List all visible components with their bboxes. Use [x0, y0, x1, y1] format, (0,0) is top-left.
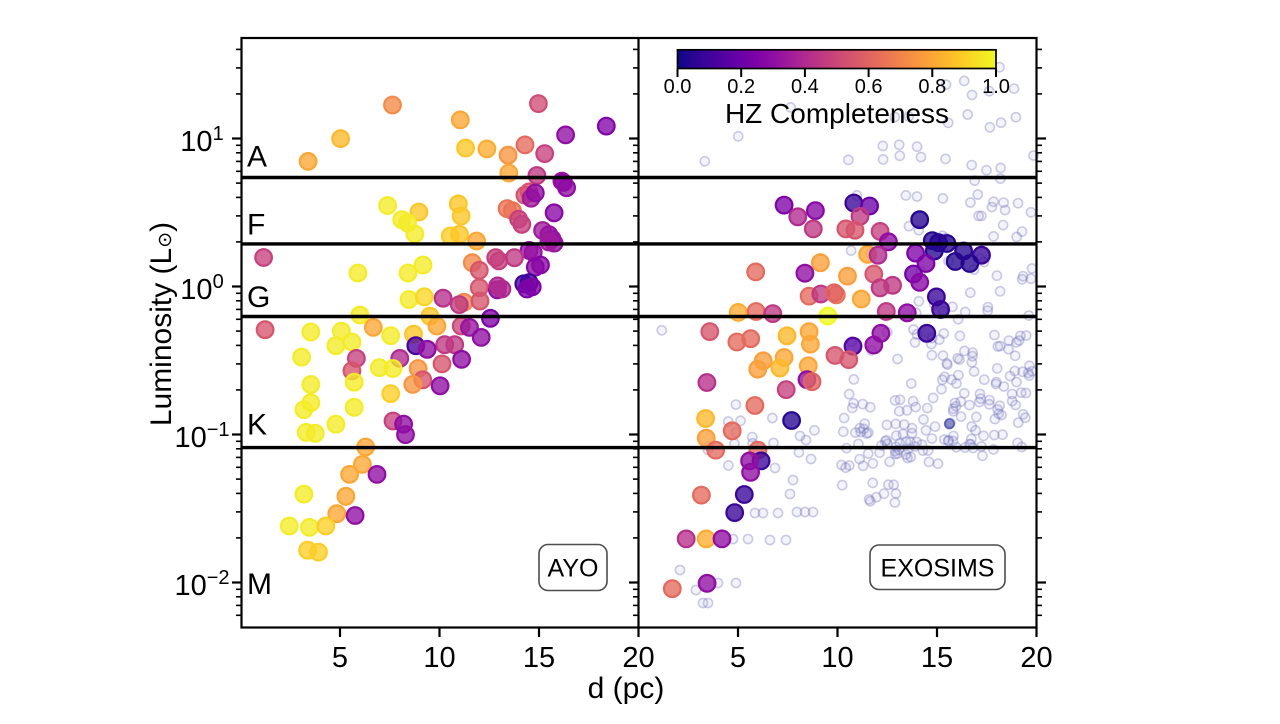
svg-text:HZ Completeness: HZ Completeness — [725, 98, 949, 129]
svg-text:G: G — [247, 281, 270, 314]
svg-text:AYO: AYO — [548, 555, 599, 583]
svg-text:0.4: 0.4 — [791, 76, 819, 98]
svg-text:20: 20 — [622, 642, 654, 674]
svg-text:EXOSIMS: EXOSIMS — [881, 555, 995, 583]
svg-text:15: 15 — [523, 642, 555, 674]
svg-text:5: 5 — [730, 642, 746, 674]
svg-text:1.0: 1.0 — [982, 76, 1010, 98]
svg-text:5: 5 — [332, 642, 348, 674]
svg-text:Luminosity (L⊙): Luminosity (L⊙) — [145, 222, 178, 426]
svg-text:0.2: 0.2 — [727, 76, 755, 98]
svg-text:M: M — [247, 568, 272, 601]
svg-text:20: 20 — [1020, 642, 1052, 674]
svg-text:F: F — [247, 209, 265, 242]
svg-text:d (pc): d (pc) — [588, 672, 665, 705]
svg-text:0.0: 0.0 — [664, 76, 692, 98]
svg-text:A: A — [247, 141, 267, 174]
svg-text:10: 10 — [821, 642, 853, 674]
svg-text:101: 101 — [180, 123, 223, 158]
svg-text:0.8: 0.8 — [918, 76, 946, 98]
svg-text:10: 10 — [423, 642, 455, 674]
svg-text:K: K — [247, 409, 267, 442]
svg-text:15: 15 — [921, 642, 953, 674]
svg-text:0.6: 0.6 — [855, 76, 883, 98]
